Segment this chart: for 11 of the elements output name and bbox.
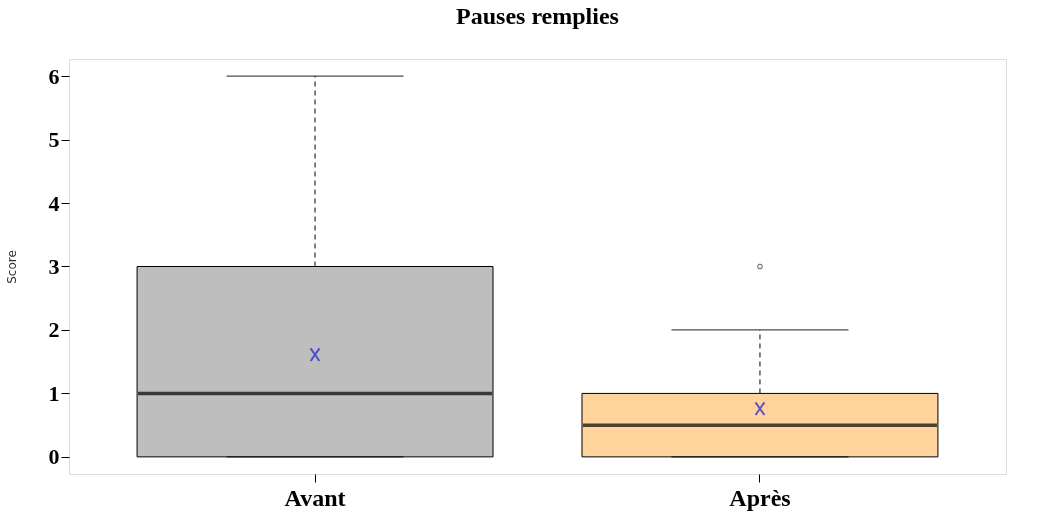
- y-tick-label: 3: [48, 254, 60, 279]
- y-tick-label: 6: [48, 63, 60, 89]
- y-axis-title: Score: [4, 250, 19, 284]
- y-tick-label: 4: [48, 190, 60, 216]
- x-tick-label: Avant: [284, 484, 346, 511]
- y-tick-label: 5: [48, 127, 60, 153]
- x-tick-label: Après: [729, 484, 791, 511]
- y-tick-label: 2: [48, 317, 60, 343]
- y-tick-label: 0: [48, 444, 60, 470]
- chart-title: Pauses remplies: [456, 3, 619, 29]
- y-tick-label: 1: [48, 380, 60, 406]
